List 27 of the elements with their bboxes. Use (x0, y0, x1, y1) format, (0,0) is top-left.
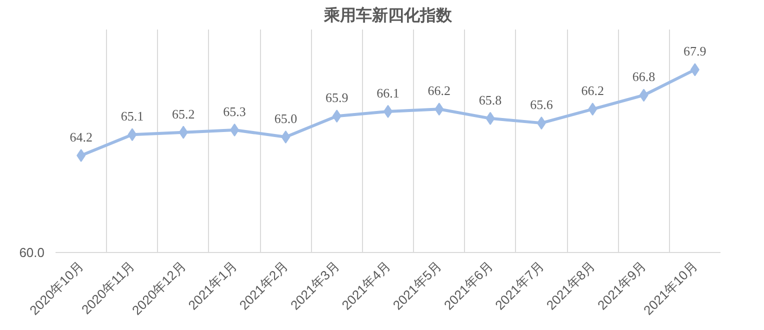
point (588, 102, 598, 116)
data-label: 66.2 (428, 83, 451, 98)
point (486, 112, 495, 125)
point (434, 102, 444, 116)
point (281, 130, 290, 144)
data-label: 65.1 (120, 108, 144, 124)
point (332, 110, 342, 123)
data-label: 65.8 (478, 92, 502, 108)
data-label: 65.2 (172, 106, 195, 122)
data-label: 64.2 (70, 130, 92, 145)
data-label: 66.1 (376, 85, 400, 100)
data-label: 65.6 (530, 97, 554, 112)
data-label: 65.0 (274, 110, 298, 126)
point (230, 124, 240, 137)
point (128, 128, 137, 142)
data-label: 65.9 (325, 90, 348, 106)
data-label: 65.3 (223, 104, 246, 120)
point (178, 126, 188, 139)
data-label: 66.2 (581, 83, 604, 98)
text: 60.0 (19, 245, 45, 260)
point (690, 63, 700, 76)
point (536, 116, 546, 130)
point (639, 88, 648, 102)
chart-title: 乘用车新四化指数 (323, 6, 453, 24)
data-label: 66.8 (632, 69, 656, 84)
data-label: 67.9 (684, 44, 706, 59)
point (76, 149, 86, 162)
